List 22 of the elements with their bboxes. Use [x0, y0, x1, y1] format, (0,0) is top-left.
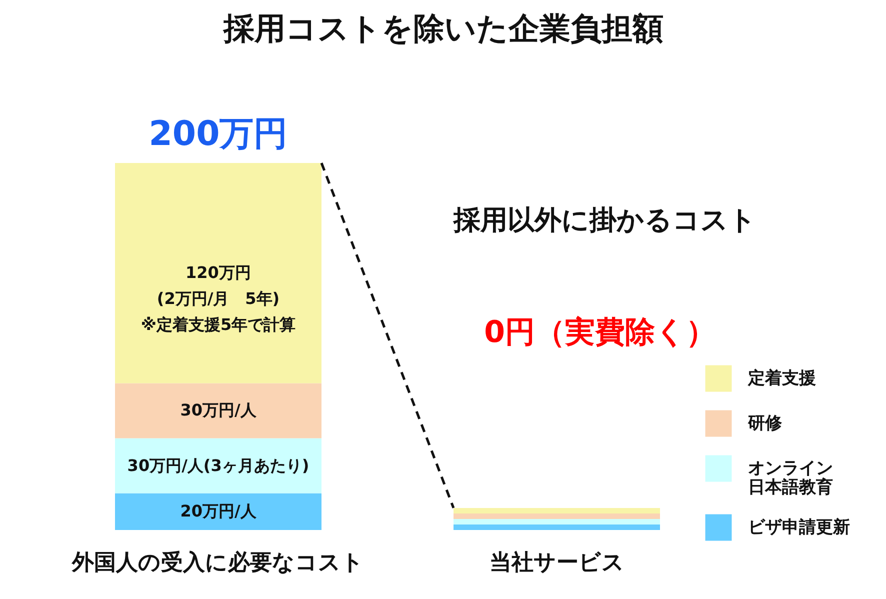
bar: [454, 518, 660, 524]
data-label: 30万円/人(3ヶ月あたり): [127, 456, 310, 475]
bar: [115, 493, 322, 530]
total-label: 200万円: [148, 114, 288, 154]
annotation: 0円（実費除く）: [484, 315, 716, 350]
bar: [115, 438, 322, 494]
bar: [454, 513, 660, 519]
data-label: 30万円/人: [180, 400, 258, 420]
x-tick-label: 当社サービス: [489, 550, 624, 576]
chart-title: 採用コストを除いた企業負担額: [222, 11, 664, 47]
bar: [454, 524, 660, 530]
legend-label: ビザ申請更新: [748, 518, 850, 538]
x-tick-label: 外国人の受入に必要なコスト: [71, 550, 364, 576]
data-label: 20万円/人: [180, 502, 258, 521]
bar: [115, 163, 322, 384]
legend-label: 研修: [747, 414, 783, 434]
legend-label: オンライン日本語教育: [748, 458, 833, 498]
bar: [454, 508, 660, 514]
data-label: 120万円 (2万円/月 5年) ※定着支援5年で計算: [140, 263, 296, 334]
annotation: 採用以外に掛かるコスト: [452, 205, 756, 236]
legend-label: 定着支援: [747, 368, 816, 388]
bar: [115, 383, 322, 438]
